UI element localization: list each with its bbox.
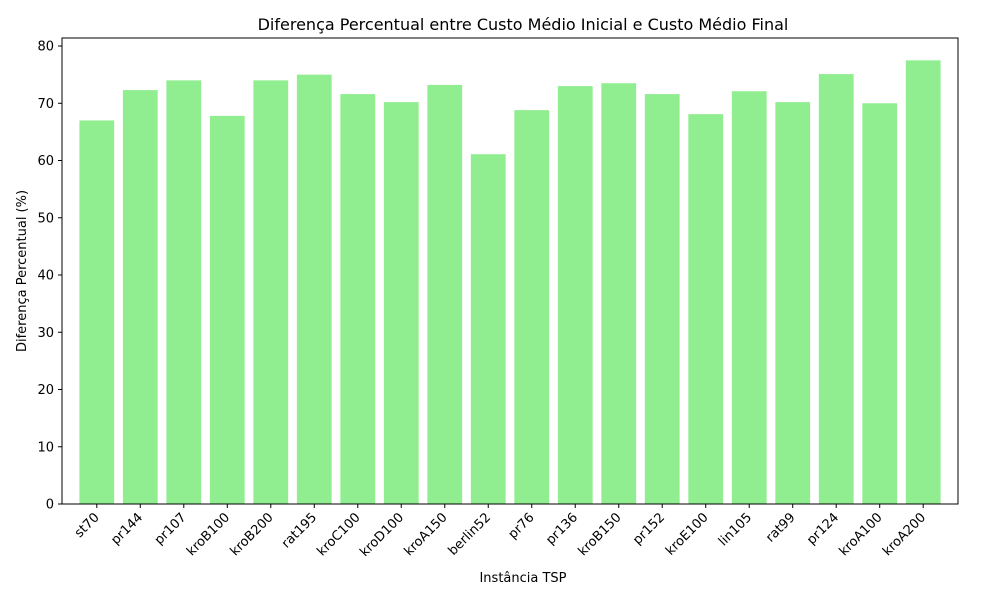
bar-berlin52 <box>470 154 506 504</box>
y-tick-label: 80 <box>37 40 54 55</box>
x-tick-label: pr124 <box>804 510 842 548</box>
x-tick-label: kroA200 <box>880 510 929 559</box>
x-tick-label: rat195 <box>279 510 320 551</box>
x-tick-label: pr152 <box>630 510 668 548</box>
bar-kroE100 <box>688 114 724 504</box>
bar-st70 <box>79 120 115 504</box>
y-tick-label: 70 <box>37 97 54 112</box>
bar-pr76 <box>514 110 550 504</box>
bar-pr124 <box>818 74 854 504</box>
y-tick-label: 40 <box>37 269 54 284</box>
x-tick-label: kroB200 <box>228 510 277 559</box>
bar-rat99 <box>775 102 811 505</box>
bar-pr107 <box>166 80 202 505</box>
x-tick-label: kroB100 <box>184 510 233 559</box>
y-axis: 0 10 20 30 40 50 60 70 80 <box>37 40 62 513</box>
x-tick-label: kroA150 <box>402 510 451 559</box>
y-tick-label: 0 <box>46 498 54 513</box>
x-tick-label: st70 <box>72 510 103 541</box>
chart-title: Diferença Percentual entre Custo Médio I… <box>258 15 789 34</box>
x-tick-label: kroC100 <box>314 510 363 559</box>
y-axis-label: Diferença Percentual (%) <box>15 190 30 352</box>
x-tick-label: kroE100 <box>663 510 711 558</box>
x-axis-label: Instância TSP <box>479 571 566 586</box>
bar-pr144 <box>122 90 158 504</box>
plot-frame <box>61 37 959 505</box>
x-tick-label: lin105 <box>716 510 755 549</box>
bar-rat195 <box>296 74 332 504</box>
y-tick-label: 60 <box>37 154 54 169</box>
x-tick-label: pr136 <box>543 510 581 548</box>
bar-kroB200 <box>253 80 289 505</box>
bar-pr152 <box>644 94 680 504</box>
x-tick-label: berlin52 <box>446 510 495 559</box>
bar-pr136 <box>557 86 593 504</box>
x-tick-label: kroD100 <box>357 510 407 560</box>
x-tick-label: rat99 <box>763 510 798 545</box>
bar-kroC100 <box>340 94 376 504</box>
bar-kroA150 <box>427 84 463 504</box>
x-tick-label: pr144 <box>108 510 146 548</box>
bar-kroA100 <box>862 103 898 504</box>
bar-kroA200 <box>905 60 941 504</box>
y-tick-label: 30 <box>37 326 54 341</box>
plot-area <box>61 37 959 505</box>
x-tick-label: pr107 <box>152 510 190 548</box>
x-tick-label: kroB150 <box>576 510 625 559</box>
y-tick-label: 20 <box>37 383 54 398</box>
x-tick-label: kroA100 <box>837 510 886 559</box>
y-tick-label: 50 <box>37 211 54 226</box>
bar-kroB100 <box>209 115 245 505</box>
bar-kroB150 <box>601 83 637 504</box>
y-tick-label: 10 <box>37 440 54 455</box>
bar-lin105 <box>731 91 767 505</box>
bar-kroD100 <box>383 102 419 505</box>
x-tick-label: pr76 <box>506 510 538 542</box>
